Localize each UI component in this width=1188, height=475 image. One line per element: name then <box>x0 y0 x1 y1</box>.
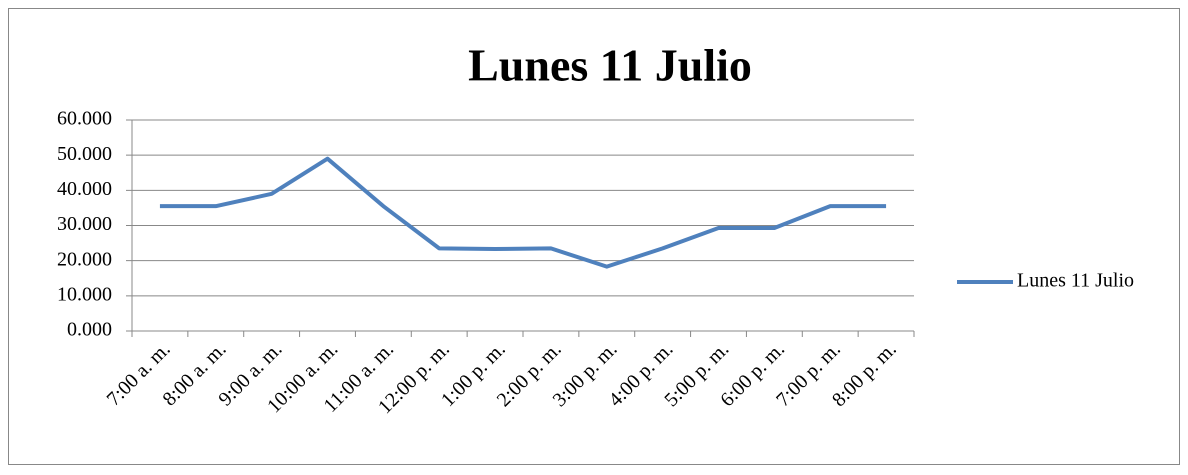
chart-border <box>8 8 1180 465</box>
y-tick-label: 10.000 <box>57 283 112 305</box>
y-tick-label: 30.000 <box>57 213 112 235</box>
series-line <box>159 156 887 269</box>
chart-title: Lunes 11 Julio <box>468 40 752 91</box>
y-tick-label: 60.000 <box>57 108 112 130</box>
legend-label: Lunes 11 Julio <box>1017 270 1134 292</box>
y-tick-label: 0.000 <box>67 319 112 341</box>
y-tick-label: 40.000 <box>57 178 112 200</box>
y-tick-label: 50.000 <box>57 143 112 165</box>
y-tick-label: 20.000 <box>57 248 112 270</box>
